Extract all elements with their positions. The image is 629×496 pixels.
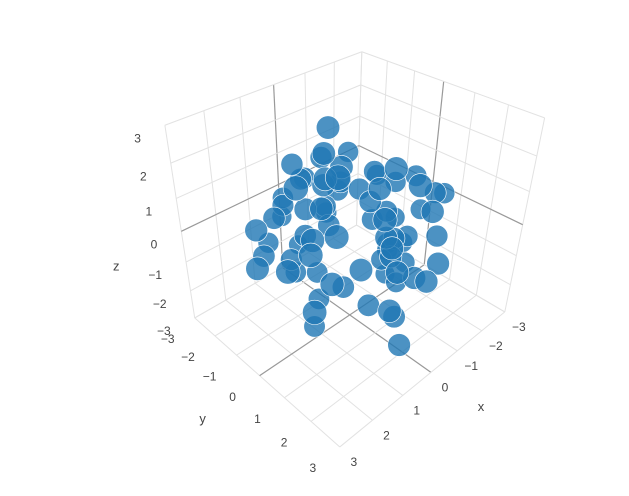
z-tick-label: −2 — [153, 297, 167, 311]
point — [387, 333, 411, 357]
grid-line — [310, 294, 477, 422]
grid-line — [304, 72, 310, 253]
y-axis-title: y — [199, 411, 206, 426]
grid-line — [504, 117, 546, 313]
x-tick-label: 3 — [350, 455, 357, 469]
point — [372, 207, 398, 233]
z-tick-label: 0 — [151, 237, 158, 251]
grid-line — [360, 84, 537, 157]
point — [298, 242, 324, 268]
grid — [164, 51, 546, 448]
z-tick-label: 1 — [146, 205, 153, 219]
point — [311, 141, 336, 166]
grid-line — [475, 104, 509, 296]
x-tick-label: −3 — [512, 320, 526, 334]
x-tick-label: 0 — [442, 381, 449, 395]
z-tick-label: −1 — [148, 268, 162, 282]
grid-line — [170, 84, 361, 164]
y-tick-label: −3 — [161, 332, 175, 346]
point — [315, 115, 341, 140]
point — [385, 260, 410, 285]
y-tick-label: 2 — [281, 436, 288, 450]
x-axis-title: x — [478, 399, 485, 414]
grid-line — [448, 92, 476, 280]
point — [348, 257, 374, 283]
point — [425, 224, 449, 248]
point — [319, 272, 345, 297]
grid-line — [164, 51, 362, 126]
point — [380, 236, 404, 261]
point — [245, 256, 270, 281]
y-tick-label: −1 — [203, 369, 217, 383]
grid-line — [361, 51, 545, 119]
z-tick-label: 2 — [140, 169, 147, 183]
x-tick-label: −1 — [464, 359, 478, 373]
z-axis-title: z — [113, 259, 120, 274]
point — [377, 298, 402, 323]
grid-line — [273, 84, 284, 268]
point — [356, 293, 380, 317]
point — [302, 299, 328, 325]
point — [367, 176, 392, 201]
point — [244, 218, 268, 243]
point — [420, 199, 445, 224]
grid-line — [214, 237, 379, 337]
grid-line — [284, 279, 450, 399]
point — [324, 224, 350, 250]
labels: −3 −2 −1 0 1 2 3 −3 −2 −1 0 1 2 3 −3 −2 −1 0 1 2 3 x y z — [113, 131, 526, 475]
point — [282, 175, 309, 202]
y-tick-label: 1 — [254, 412, 261, 426]
point — [262, 206, 286, 230]
y-tick-label: 3 — [309, 461, 316, 475]
point — [426, 251, 450, 276]
grid-line — [203, 110, 227, 301]
grid-line — [359, 115, 530, 193]
grid-line — [239, 97, 256, 284]
point — [275, 259, 301, 285]
grid-line — [194, 317, 341, 448]
y-tick-label: 0 — [229, 390, 236, 404]
z-tick-label: −3 — [157, 324, 171, 338]
point — [324, 164, 352, 191]
grid-line — [282, 266, 432, 373]
x-tick-label: −2 — [489, 339, 503, 353]
y-tick-label: −2 — [181, 350, 195, 364]
grid-line — [339, 311, 506, 448]
point — [384, 156, 409, 181]
point — [414, 269, 439, 294]
point — [280, 152, 304, 176]
z-tick-label: 3 — [134, 131, 141, 145]
point — [408, 173, 433, 198]
point — [309, 196, 334, 221]
grid-line — [225, 299, 373, 421]
x-tick-label: 1 — [413, 404, 420, 418]
grid-line — [254, 282, 404, 396]
points — [244, 115, 456, 357]
x-tick-label: 2 — [383, 428, 390, 442]
grid-line — [164, 125, 196, 318]
